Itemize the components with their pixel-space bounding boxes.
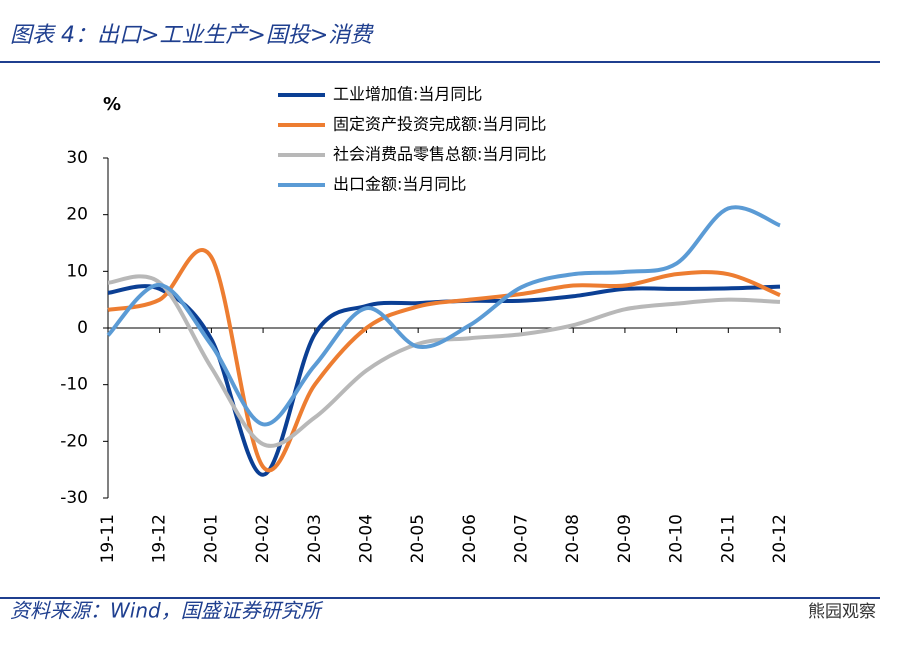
x-tick-label: 20-04: [356, 514, 376, 563]
y-axis-unit: %: [103, 94, 121, 115]
x-tick-label: 19-11: [98, 514, 118, 563]
x-tick-label: 19-12: [150, 514, 170, 563]
x-tick-label: 20-08: [563, 514, 583, 563]
legend-label: 社会消费品零售总额:当月同比: [333, 145, 546, 164]
y-tick-label: 0: [77, 318, 88, 338]
source: 资料来源：Wind，国盛证券研究所: [10, 599, 324, 623]
legend-label: 工业增加值:当月同比: [333, 85, 482, 104]
series-line: [107, 247, 781, 473]
x-tick-label: 20-10: [667, 514, 687, 563]
page-title: 图表 4：出口>工业生产>国投>消费: [10, 23, 374, 48]
x-tick-label: 20-03: [305, 514, 325, 563]
series-line: [107, 284, 781, 477]
y-tick-label: 20: [66, 205, 88, 225]
x-tick-label: 20-07: [512, 514, 532, 563]
legend-label: 出口金额:当月同比: [333, 175, 466, 194]
y-tick-label: 10: [66, 261, 88, 281]
legend-label: 固定资产投资完成额:当月同比: [333, 115, 546, 134]
x-tick-label: 20-09: [615, 514, 635, 563]
y-tick-label: -10: [60, 375, 88, 395]
y-tick-label: -30: [60, 488, 88, 508]
x-tick-label: 20-02: [253, 514, 273, 563]
x-tick-label: 20-11: [718, 514, 738, 563]
x-tick-label: 20-05: [408, 514, 428, 563]
x-tick-label: 20-06: [460, 514, 480, 563]
y-tick-label: 30: [66, 148, 88, 168]
series-line: [106, 205, 781, 427]
x-tick-label: 20-01: [201, 514, 221, 563]
watermark: 熊园观察: [808, 602, 876, 622]
series-line: [107, 274, 781, 448]
x-tick-label: 20-12: [770, 514, 790, 563]
y-tick-label: -20: [60, 431, 88, 451]
